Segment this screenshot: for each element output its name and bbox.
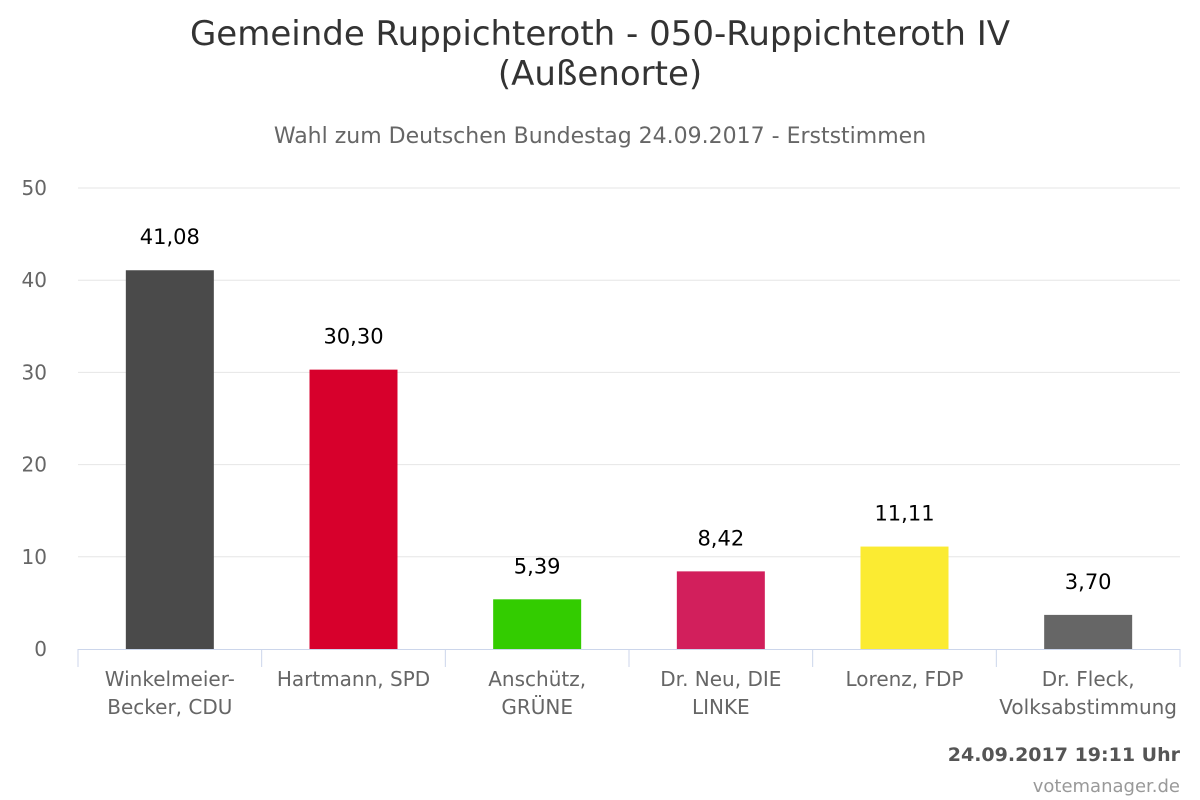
x-tick-label: Hartmann, SPD: [277, 667, 430, 691]
data-label: 5,39: [514, 554, 561, 578]
y-tick-label: 40: [22, 268, 47, 292]
x-tick-label: Anschütz,: [488, 667, 586, 691]
data-label: 30,30: [323, 325, 383, 349]
data-label: 41,08: [140, 225, 200, 249]
y-tick-label: 0: [34, 637, 47, 661]
y-tick-label: 10: [22, 545, 47, 569]
chart-title-line2: (Außenorte): [497, 54, 703, 94]
x-tick-label: Lorenz, FDP: [846, 667, 964, 691]
bar: [309, 369, 398, 649]
x-tick-label: Dr. Fleck,: [1042, 667, 1135, 691]
chart-title: Gemeinde Ruppichteroth - 050-Ruppichtero…: [0, 14, 1200, 94]
data-label: 3,70: [1065, 570, 1112, 594]
credit-text: votemanager.de: [1032, 776, 1180, 797]
x-tick-label: Dr. Neu, DIE: [660, 667, 781, 691]
bar: [1044, 614, 1133, 649]
y-tick-label: 30: [22, 360, 47, 384]
x-tick-label: Volksabstimmung: [999, 695, 1177, 719]
x-tick-label: Becker, CDU: [107, 695, 232, 719]
y-tick-label: 50: [22, 176, 47, 200]
x-tick-label: Winkelmeier-: [105, 667, 235, 691]
chart-subtitle: Wahl zum Deutschen Bundestag 24.09.2017 …: [273, 124, 927, 149]
x-tick-label: LINKE: [692, 695, 750, 719]
timestamp: 24.09.2017 19:11 Uhr: [947, 744, 1180, 766]
y-tick-label: 20: [22, 453, 47, 477]
bar: [493, 599, 582, 649]
bar: [676, 571, 765, 649]
data-label: 11,11: [874, 502, 934, 526]
x-tick-label: GRÜNE: [501, 695, 573, 719]
bar: [125, 270, 214, 649]
bar: [860, 546, 949, 649]
chart-title-line1: Gemeinde Ruppichteroth - 050-Ruppichtero…: [189, 14, 1011, 54]
data-label: 8,42: [697, 526, 744, 550]
